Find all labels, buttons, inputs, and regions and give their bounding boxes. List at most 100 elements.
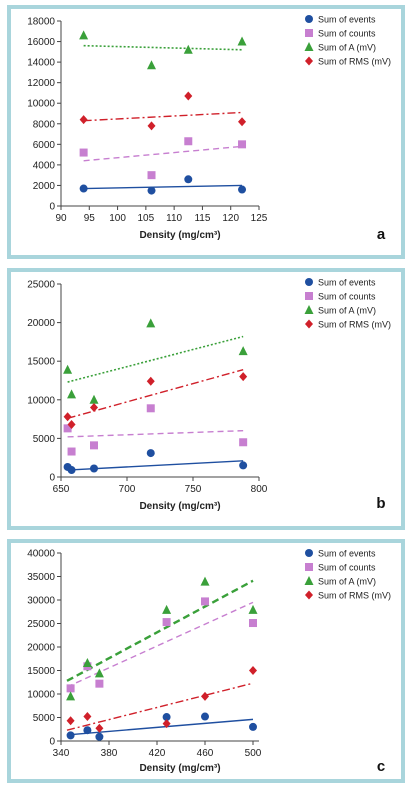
- y-tick-label: 8000: [33, 119, 56, 130]
- data-point: [147, 121, 156, 131]
- y-tick-label: 15000: [27, 666, 55, 677]
- legend-marker: [305, 278, 313, 286]
- legend-entry: Sum of RMS (mV): [318, 57, 391, 67]
- legend-marker: [305, 56, 313, 66]
- legend-marker: [304, 42, 314, 51]
- y-tick-label: 2000: [33, 181, 56, 192]
- legend-entry: Sum of events: [318, 549, 376, 559]
- data-point: [94, 668, 104, 678]
- trend-line: [66, 601, 254, 688]
- data-point: [146, 318, 156, 328]
- y-tick-label: 10000: [27, 99, 55, 110]
- trend-line: [67, 335, 244, 383]
- legend-marker: [305, 29, 313, 37]
- x-tick-label: 115: [194, 213, 210, 224]
- chart-c-svg: 0 5000 10000 15000 20000 25000 30000 35000 40000…: [27, 549, 391, 776]
- data-point: [146, 449, 155, 458]
- data-point: [63, 364, 73, 374]
- y-tick-label: 5000: [33, 434, 56, 445]
- data-point: [183, 44, 193, 54]
- data-point: [90, 441, 98, 450]
- x-tick-label: 125: [251, 213, 268, 224]
- data-point: [67, 389, 77, 399]
- x-tick-label: 380: [101, 748, 118, 759]
- data-point: [63, 412, 72, 422]
- legend-entry: Sum of events: [318, 15, 376, 25]
- panel-label: a: [377, 226, 386, 243]
- legend-marker: [305, 319, 313, 329]
- trend-line: [83, 44, 243, 51]
- legend-entry: Sum of counts: [318, 563, 376, 573]
- data-point: [201, 712, 209, 721]
- x-tick-label: 90: [55, 213, 67, 224]
- data-point: [90, 403, 98, 413]
- panel-label: c: [377, 758, 385, 775]
- data-point: [95, 723, 104, 733]
- legend-entry: Sum of A (mV): [318, 43, 376, 53]
- x-tick-label: 105: [138, 213, 155, 224]
- y-tick-label: 35000: [27, 572, 55, 583]
- y-tick-label: 30000: [27, 596, 55, 607]
- x-tick-label: 420: [149, 748, 166, 759]
- data-point: [67, 466, 76, 475]
- data-point: [238, 346, 248, 356]
- trend-line: [67, 369, 244, 420]
- data-point: [201, 691, 209, 701]
- x-tick-label: 120: [222, 213, 239, 224]
- chart-b-svg: 0 5000 10000 15000 20000 25000 650 700 750 800 Den…: [27, 278, 391, 513]
- legend-entry: Sum of RMS (mV): [318, 591, 391, 601]
- x-tick-label: 500: [245, 748, 262, 759]
- x-tick-label: 750: [185, 484, 202, 495]
- legend-entry: Sum of counts: [318, 29, 376, 39]
- x-axis-label: Density (mg/cm³): [139, 501, 220, 512]
- data-point: [66, 691, 76, 701]
- chart-panel-b: 0 5000 10000 15000 20000 25000 650 700 750 800 Den…: [7, 268, 405, 530]
- data-point: [79, 30, 89, 40]
- data-point: [239, 438, 248, 447]
- y-tick-label: 0: [49, 473, 55, 484]
- data-point: [83, 726, 92, 735]
- y-tick-label: 0: [49, 737, 55, 748]
- legend-entry: Sum of RMS (mV): [318, 320, 391, 330]
- data-point: [239, 461, 248, 470]
- data-point: [79, 184, 88, 193]
- data-point: [67, 420, 76, 430]
- data-point: [200, 576, 210, 586]
- y-tick-label: 5000: [33, 713, 56, 724]
- legend-entry: Sum of counts: [318, 292, 376, 302]
- data-point: [249, 619, 257, 628]
- chart-panel-a: 0 2000 4000 6000 8000 10000 12000 14000 16000 180…: [7, 5, 405, 259]
- legend-marker: [305, 590, 313, 600]
- data-point: [238, 140, 247, 149]
- data-point: [79, 115, 88, 125]
- y-tick-label: 14000: [27, 58, 55, 69]
- legend-marker: [305, 15, 313, 23]
- y-tick-label: 15000: [27, 357, 55, 368]
- x-tick-label: 95: [84, 213, 96, 224]
- data-point: [146, 376, 155, 386]
- legend-marker: [305, 292, 313, 300]
- data-point: [184, 175, 193, 184]
- data-point: [82, 657, 92, 667]
- y-tick-label: 16000: [27, 37, 55, 48]
- data-point: [147, 60, 157, 70]
- legend-marker: [305, 549, 313, 557]
- data-point: [238, 185, 247, 194]
- x-tick-label: 800: [251, 484, 268, 495]
- data-point: [95, 732, 104, 741]
- data-point: [239, 372, 248, 382]
- trend-line: [66, 579, 254, 682]
- legend-entry: Sum of events: [318, 278, 376, 288]
- data-point: [248, 604, 258, 614]
- x-tick-label: 110: [166, 213, 182, 224]
- y-tick-label: 10000: [27, 395, 55, 406]
- y-tick-label: 6000: [33, 140, 56, 151]
- y-tick-label: 12000: [27, 78, 55, 89]
- data-point: [66, 731, 75, 740]
- data-point: [146, 404, 155, 413]
- data-point: [162, 713, 171, 722]
- legend-marker: [304, 576, 314, 585]
- trend-line: [83, 145, 243, 162]
- data-point: [162, 604, 172, 614]
- data-point: [147, 186, 156, 195]
